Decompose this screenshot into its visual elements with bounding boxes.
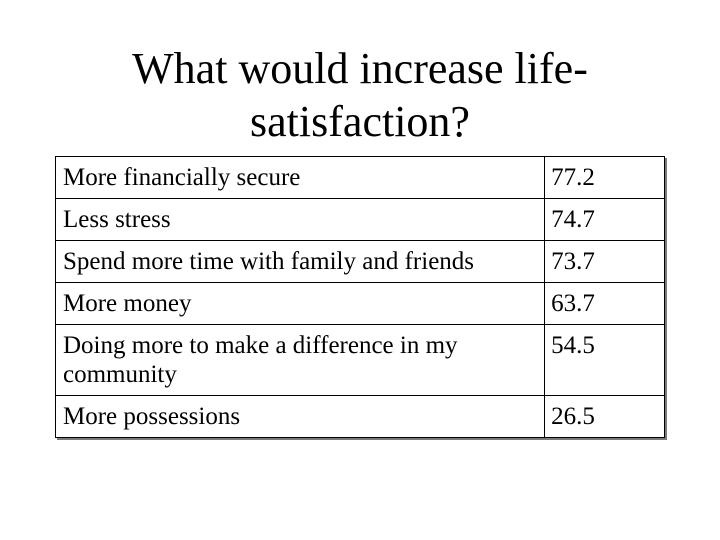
row-label: Less stress	[54, 198, 546, 241]
table-row: More financially secure 77.2	[54, 156, 665, 199]
row-value: 54.5	[544, 324, 665, 396]
table-row: Doing more to make a difference in my co…	[54, 324, 665, 396]
row-value: 73.7	[544, 240, 665, 283]
row-value: 63.7	[544, 282, 665, 325]
slide-title: What would increase life-satisfaction?	[132, 44, 588, 146]
results-table: More financially secure 77.2 Less stress…	[54, 156, 665, 438]
row-label: More possessions	[54, 395, 546, 438]
table-row: Spend more time with family and friends …	[54, 240, 665, 283]
row-value: 26.5	[544, 395, 665, 438]
row-label: Doing more to make a difference in my co…	[54, 324, 546, 396]
row-value: 74.7	[544, 198, 665, 241]
row-label: More financially secure	[54, 156, 546, 199]
row-label: Spend more time with family and friends	[54, 240, 546, 283]
row-label: More money	[54, 282, 546, 325]
table-row: More money 63.7	[54, 282, 665, 325]
row-value: 77.2	[544, 156, 665, 199]
table-row: More possessions 26.5	[54, 395, 665, 438]
table-row: Less stress 74.7	[54, 198, 665, 241]
